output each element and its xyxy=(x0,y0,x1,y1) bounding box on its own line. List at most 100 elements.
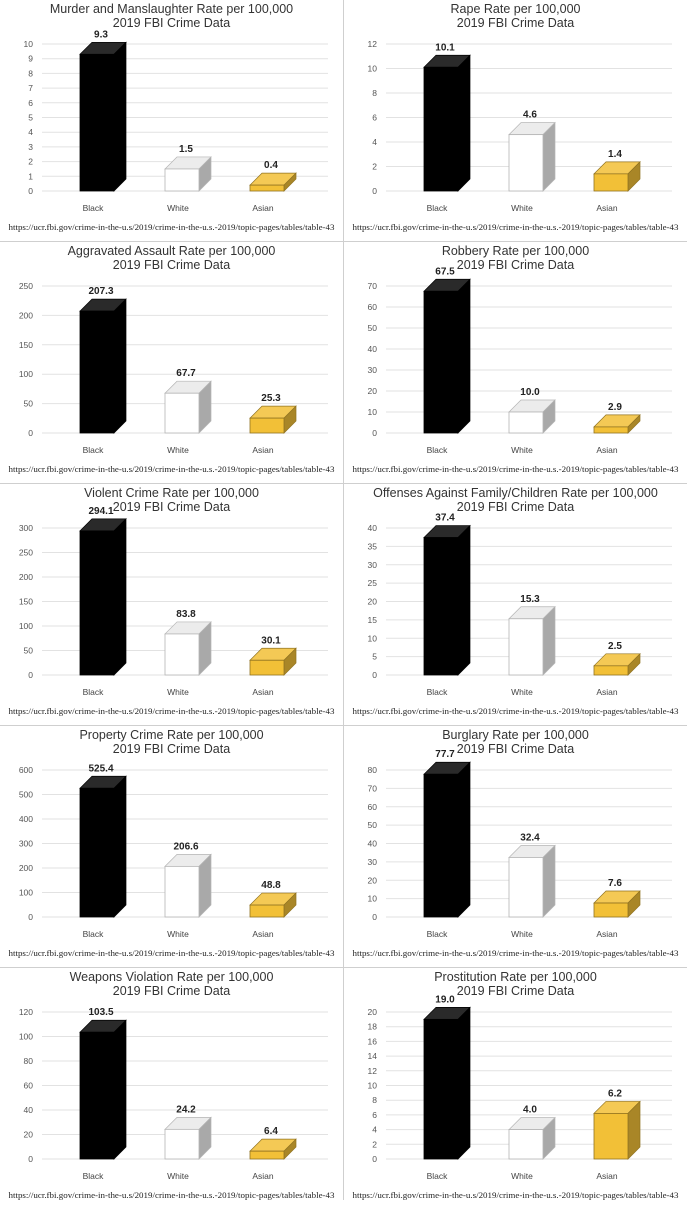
bar-white xyxy=(164,1116,212,1160)
bar-asian xyxy=(249,172,297,192)
category-label: White xyxy=(511,203,533,213)
bar-side xyxy=(113,518,127,676)
chart-panel: Burglary Rate per 100,000 2019 FBI Crime … xyxy=(344,726,687,967)
chart-subtitle: 2019 FBI Crime Data xyxy=(113,742,230,756)
bar-white xyxy=(164,853,212,918)
chart-panel: Prostitution Rate per 100,000 2019 FBI Cr… xyxy=(344,968,687,1209)
data-label: 2.9 xyxy=(608,402,622,413)
bar-asian xyxy=(249,1138,297,1160)
bar-front xyxy=(79,310,115,434)
data-label: 10.0 xyxy=(520,387,540,398)
bar-front xyxy=(249,184,285,192)
data-label: 77.7 xyxy=(435,749,455,760)
category-label: Black xyxy=(427,687,449,697)
y-tick-label: 200 xyxy=(19,572,33,582)
bar-front xyxy=(79,53,115,192)
y-tick-label: 10 xyxy=(368,633,378,643)
bar-asian xyxy=(593,890,641,918)
y-tick-label: 50 xyxy=(368,820,378,830)
bar-side xyxy=(542,121,556,192)
bar-side xyxy=(542,844,556,918)
y-tick-label: 300 xyxy=(19,523,33,533)
y-tick-label: 4 xyxy=(372,137,377,147)
chart-panel: Offenses Against Family/Children Rate pe… xyxy=(344,484,687,725)
y-tick-label: 20 xyxy=(24,1130,34,1140)
y-tick-label: 12 xyxy=(368,1066,378,1076)
chart-subtitle: 2019 FBI Crime Data xyxy=(457,16,574,30)
bar-front xyxy=(79,1031,115,1160)
chart-panel: Robbery Rate per 100,000 2019 FBI Crime D… xyxy=(344,242,687,483)
bar-asian xyxy=(593,161,641,192)
y-tick-label: 6 xyxy=(28,98,33,108)
data-label: 6.4 xyxy=(264,1126,278,1137)
y-tick-label: 0 xyxy=(28,186,33,196)
bar-side xyxy=(457,278,471,434)
category-label: Black xyxy=(427,445,449,455)
bar-front xyxy=(249,417,285,434)
bar-front xyxy=(593,1113,629,1160)
source-url: https://ucr.fbi.gov/crime-in-the-u.s/201… xyxy=(353,949,679,958)
bar-black xyxy=(423,524,471,676)
y-tick-label: 15 xyxy=(368,615,378,625)
category-label: Asian xyxy=(596,1171,618,1181)
y-tick-label: 20 xyxy=(368,1007,378,1017)
y-tick-label: 50 xyxy=(24,646,34,656)
chart-svg: Offenses Against Family/Children Rate pe… xyxy=(353,486,679,716)
y-tick-label: 8 xyxy=(372,1095,377,1105)
bar-white xyxy=(164,156,212,192)
y-tick-label: 4 xyxy=(28,127,33,137)
bar-front xyxy=(508,857,544,918)
bar-front xyxy=(508,1129,544,1160)
source-url: https://ucr.fbi.gov/crime-in-the-u.s/201… xyxy=(353,465,679,474)
data-label: 0.4 xyxy=(264,160,278,171)
y-tick-label: 400 xyxy=(19,814,33,824)
data-label: 2.5 xyxy=(608,641,622,652)
y-tick-label: 5 xyxy=(372,652,377,662)
y-tick-label: 60 xyxy=(368,302,378,312)
source-url: https://ucr.fbi.gov/crime-in-the-u.s/201… xyxy=(353,1191,679,1200)
y-tick-label: 250 xyxy=(19,281,33,291)
y-tick-label: 35 xyxy=(368,541,378,551)
data-label: 4.0 xyxy=(523,1105,537,1116)
category-label: Black xyxy=(83,1171,105,1181)
category-label: White xyxy=(511,445,533,455)
source-url: https://ucr.fbi.gov/crime-in-the-u.s/201… xyxy=(9,949,335,958)
bar-front xyxy=(593,173,629,192)
bar-side xyxy=(113,1019,127,1160)
data-label: 32.4 xyxy=(520,832,540,843)
source-url: https://ucr.fbi.gov/crime-in-the-u.s/201… xyxy=(353,707,679,716)
y-tick-label: 70 xyxy=(368,281,378,291)
data-label: 103.5 xyxy=(88,1007,113,1018)
bar-front xyxy=(593,902,629,918)
category-label: White xyxy=(167,687,189,697)
bar-front xyxy=(423,66,459,192)
y-tick-label: 40 xyxy=(24,1105,34,1115)
y-tick-label: 300 xyxy=(19,839,33,849)
data-label: 83.8 xyxy=(176,609,196,620)
y-tick-label: 70 xyxy=(368,783,378,793)
chart-title: Weapons Violation Rate per 100,000 xyxy=(70,970,274,984)
chart-subtitle: 2019 FBI Crime Data xyxy=(113,500,230,514)
bar-black xyxy=(79,775,127,918)
data-label: 207.3 xyxy=(88,286,113,297)
bar-front xyxy=(508,618,544,676)
chart-panel: Violent Crime Rate per 100,000 2019 FBI C… xyxy=(0,484,343,725)
bar-side xyxy=(457,524,471,676)
chart-subtitle: 2019 FBI Crime Data xyxy=(113,258,230,272)
category-label: Asian xyxy=(596,929,618,939)
chart-subtitle: 2019 FBI Crime Data xyxy=(457,984,574,998)
bar-asian xyxy=(593,1100,641,1160)
bar-front xyxy=(164,1128,200,1160)
bar-front xyxy=(423,773,459,918)
category-label: Asian xyxy=(596,687,618,697)
bar-asian xyxy=(593,414,641,434)
y-tick-label: 10 xyxy=(24,39,34,49)
category-label: Black xyxy=(427,929,449,939)
y-tick-label: 80 xyxy=(368,765,378,775)
data-label: 67.5 xyxy=(435,266,455,277)
category-label: White xyxy=(167,1171,189,1181)
